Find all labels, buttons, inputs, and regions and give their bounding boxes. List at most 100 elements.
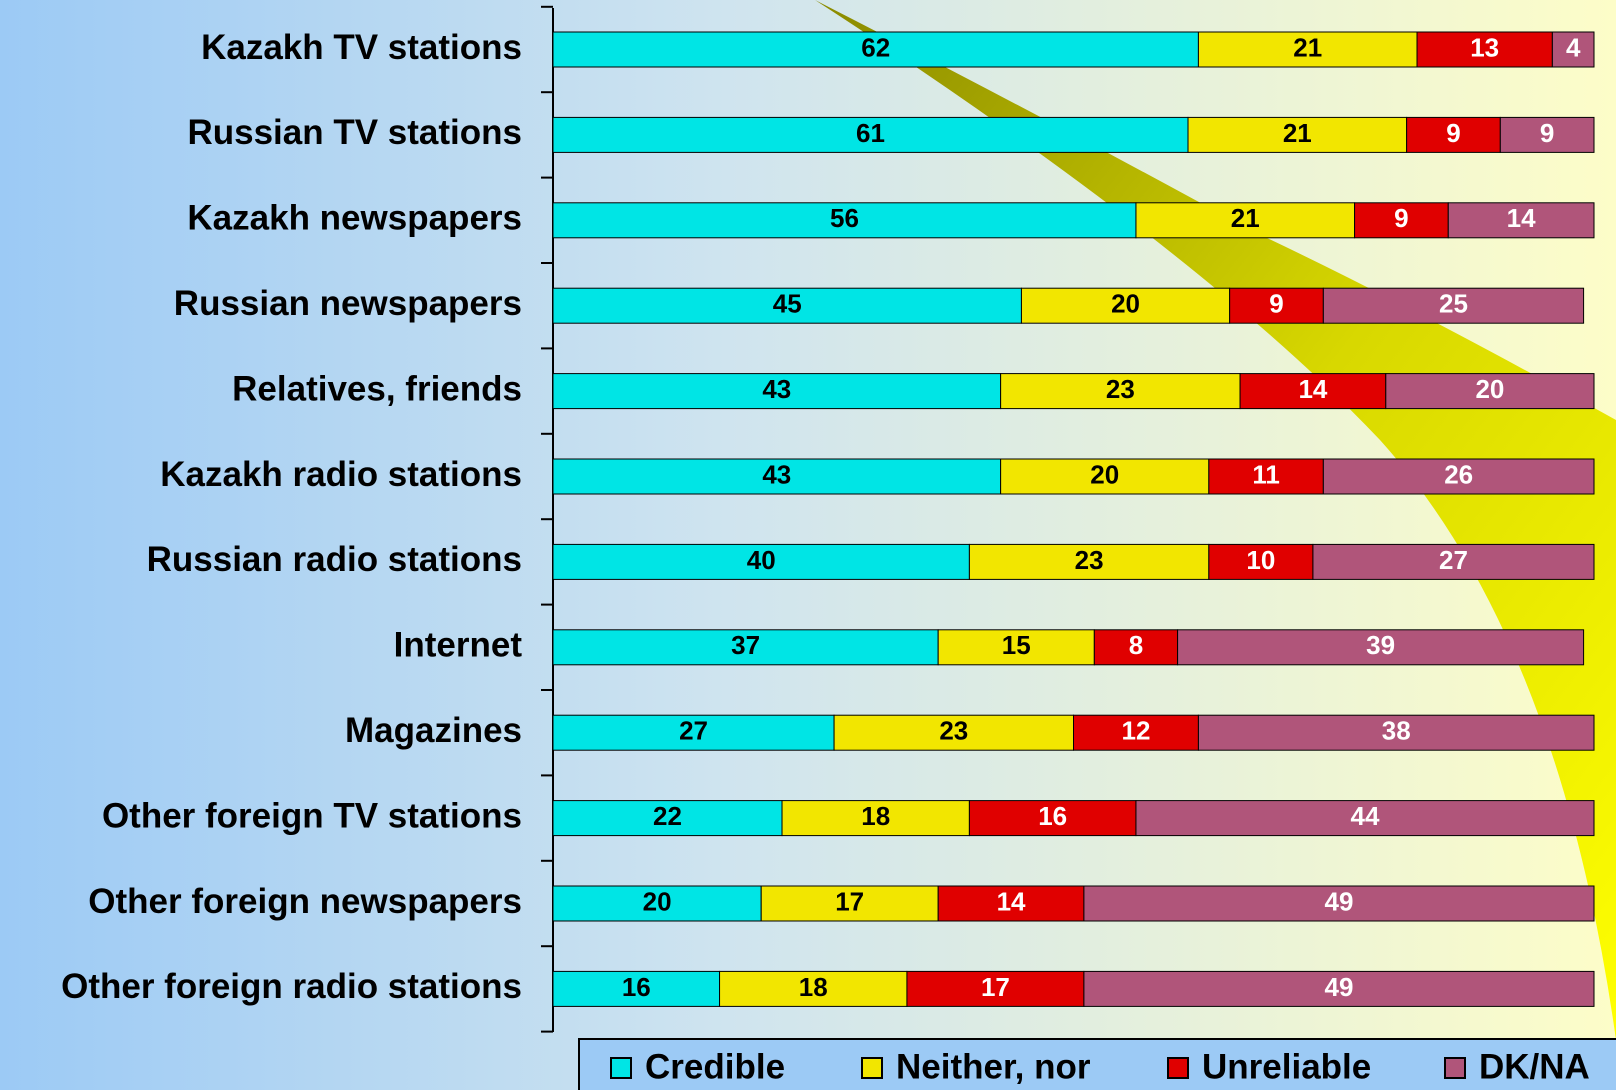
bar-segment	[1020, 287, 1231, 324]
value-label: 10	[1246, 545, 1275, 575]
value-label: 23	[1075, 545, 1104, 575]
bar-segment	[552, 287, 1022, 324]
value-label: 38	[1382, 716, 1411, 746]
bar-segment	[781, 800, 970, 837]
value-label: 20	[1111, 289, 1140, 319]
bar-segment	[1322, 458, 1595, 495]
bar-segment	[1208, 458, 1324, 495]
value-label: 44	[1351, 801, 1380, 831]
category-label: Relatives, friends	[232, 369, 522, 408]
bar-segment	[968, 543, 1210, 580]
legend-box	[578, 1038, 1616, 1090]
value-label: 21	[1293, 32, 1322, 62]
value-label: 49	[1324, 972, 1353, 1002]
value-label: 9	[1540, 118, 1554, 148]
bar-segment	[552, 116, 1189, 153]
bar-segment	[552, 800, 783, 837]
legend-swatch	[1167, 1057, 1189, 1079]
value-label: 49	[1324, 886, 1353, 916]
value-label: 26	[1444, 459, 1473, 489]
value-label: 14	[1298, 374, 1327, 404]
value-label: 4	[1566, 32, 1581, 62]
category-label: Russian newspapers	[174, 284, 522, 323]
legend-label: DK/NA	[1479, 1047, 1590, 1086]
value-label: 14	[997, 886, 1026, 916]
value-label: 9	[1269, 289, 1283, 319]
legend-label: Neither, nor	[896, 1047, 1091, 1086]
value-label: 16	[622, 972, 651, 1002]
value-label: 43	[762, 374, 791, 404]
category-label: Internet	[394, 626, 523, 665]
legend-label: Credible	[645, 1047, 785, 1086]
bar-segment	[1000, 458, 1210, 495]
bar-segment	[1073, 714, 1199, 751]
bar-segment	[1197, 714, 1595, 751]
category-label: Other foreign TV stations	[102, 796, 522, 835]
bar-segment	[552, 885, 762, 922]
bar-segment	[1000, 373, 1241, 410]
value-label: 21	[1231, 203, 1260, 233]
value-label: 21	[1283, 118, 1312, 148]
value-label: 20	[1475, 374, 1504, 404]
bar-segment	[1083, 885, 1595, 922]
bar-segment	[552, 970, 721, 1007]
bar-segment	[1322, 287, 1585, 324]
bar-segment	[552, 629, 939, 666]
category-label: Other foreign newspapers	[88, 882, 522, 921]
swoosh	[815, 0, 1616, 1040]
value-label: 61	[856, 118, 885, 148]
category-label: Russian radio stations	[147, 540, 522, 579]
value-label: 18	[799, 972, 828, 1002]
bar-segment	[833, 714, 1074, 751]
category-label: Kazakh radio stations	[160, 455, 522, 494]
value-label: 9	[1394, 203, 1408, 233]
value-label: 39	[1366, 630, 1395, 660]
bar-segment	[1239, 373, 1387, 410]
bar-segment	[1187, 116, 1408, 153]
legend-swatch	[861, 1057, 883, 1079]
value-label: 40	[747, 545, 776, 575]
bar-segment	[1208, 543, 1314, 580]
bar-segment	[1551, 31, 1595, 68]
bar-segment	[552, 458, 1002, 495]
value-label: 25	[1439, 289, 1468, 319]
bar-segment	[1416, 31, 1553, 68]
bar-segment	[552, 373, 1002, 410]
bar-segment	[760, 885, 939, 922]
value-label: 9	[1446, 118, 1460, 148]
value-label: 11	[1252, 459, 1280, 489]
value-label: 15	[1002, 630, 1031, 660]
value-label: 20	[1090, 459, 1119, 489]
value-label: 17	[981, 972, 1010, 1002]
value-label: 27	[679, 716, 708, 746]
bar-segment	[906, 970, 1085, 1007]
bar-segment	[1229, 287, 1324, 324]
value-label: 13	[1470, 32, 1499, 62]
legend-swatch	[1444, 1057, 1466, 1079]
bar-segment	[937, 629, 1095, 666]
value-label: 20	[643, 886, 672, 916]
bar-segment	[1177, 629, 1585, 666]
legend-swatch	[610, 1057, 632, 1079]
value-label: 62	[861, 32, 890, 62]
value-label: 23	[939, 716, 968, 746]
bar-segment	[1385, 373, 1595, 410]
value-label: 17	[835, 886, 864, 916]
value-label: 45	[773, 289, 802, 319]
bar-segment	[937, 885, 1085, 922]
value-label: 43	[762, 459, 791, 489]
bar-segment	[1312, 543, 1595, 580]
category-label: Kazakh TV stations	[201, 28, 522, 67]
bar-segment	[552, 202, 1137, 239]
value-label: 27	[1439, 545, 1468, 575]
value-label: 14	[1507, 203, 1536, 233]
bar-segment	[968, 800, 1137, 837]
bar-segment	[1499, 116, 1595, 153]
category-label: Magazines	[345, 711, 522, 750]
value-label: 23	[1106, 374, 1135, 404]
value-label: 16	[1038, 801, 1067, 831]
value-label: 56	[830, 203, 859, 233]
value-label: 22	[653, 801, 682, 831]
bar-segment	[1447, 202, 1595, 239]
